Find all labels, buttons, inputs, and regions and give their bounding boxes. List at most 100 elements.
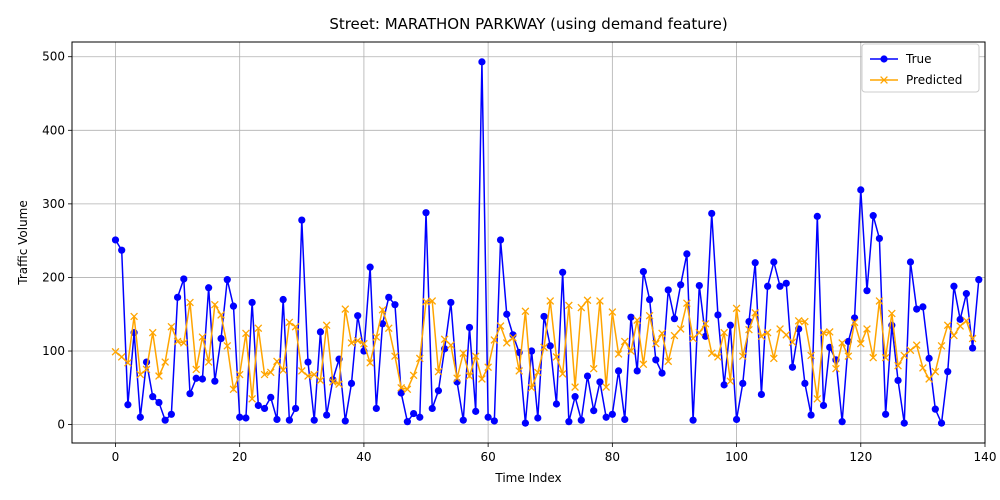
data-point-true [534, 414, 542, 422]
data-point-true [528, 347, 536, 355]
data-point-predicted [714, 353, 722, 361]
y-tick-label: 500 [42, 50, 65, 64]
data-point-predicted [683, 299, 691, 308]
data-point-true [838, 418, 846, 426]
data-point-true [670, 315, 679, 323]
x-tick-label: 20 [232, 450, 247, 464]
data-point-true [652, 356, 660, 364]
data-point-true [863, 287, 871, 295]
data-point-predicted [422, 297, 430, 306]
data-point-predicted [391, 352, 399, 361]
data-point-true [503, 310, 511, 318]
y-axis: 0 100 200 300 400 500 [42, 50, 72, 432]
data-point-true [161, 416, 169, 424]
data-point-true [211, 377, 219, 385]
data-point-true [776, 282, 784, 290]
series-predicted [111, 296, 977, 403]
data-point-predicted [403, 385, 412, 394]
data-point-predicted [769, 354, 778, 363]
data-point-predicted [763, 328, 772, 337]
data-point-true [608, 410, 616, 418]
y-tick-label: 200 [42, 270, 65, 284]
y-tick-label: 100 [42, 344, 65, 358]
data-point-true [198, 375, 207, 383]
x-tick-label: 80 [605, 450, 620, 464]
data-point-predicted [956, 322, 965, 330]
data-point-predicted [937, 342, 946, 350]
data-point-predicted [440, 335, 449, 344]
data-point-predicted [738, 352, 747, 361]
data-point-true [962, 290, 970, 298]
data-point-predicted [670, 331, 679, 340]
data-point-predicted [186, 298, 194, 307]
data-point-true [875, 234, 884, 243]
data-point-predicted [279, 366, 288, 375]
data-point-predicted [850, 318, 859, 327]
data-point-true [757, 390, 766, 399]
data-point-true [906, 258, 915, 266]
data-point-predicted [931, 367, 940, 376]
data-point-true [956, 315, 964, 323]
data-point-predicted [838, 339, 847, 347]
data-point-predicted [565, 301, 573, 310]
data-point-predicted [242, 329, 250, 338]
data-point-true [366, 263, 374, 271]
data-point-true [664, 286, 672, 294]
data-point-true [596, 378, 604, 386]
data-point-true [546, 342, 554, 350]
data-point-true [223, 276, 231, 284]
legend-item-predicted: Predicted [870, 73, 962, 87]
data-point-predicted [540, 343, 548, 352]
data-point-true [913, 305, 921, 313]
data-point-true [279, 295, 287, 304]
data-point-predicted [906, 346, 915, 355]
data-point-true [944, 368, 952, 376]
data-point-true [621, 415, 629, 424]
data-point-predicted [161, 358, 170, 366]
data-point-true [484, 413, 492, 421]
data-point-predicted [788, 338, 797, 347]
data-point-true [316, 328, 325, 336]
data-point-true [919, 303, 927, 311]
data-point-true [726, 321, 734, 329]
legend-marker-predicted [880, 76, 888, 84]
data-point-predicted [813, 394, 822, 403]
data-point-true [285, 416, 293, 424]
data-point-true [807, 411, 815, 419]
data-point-predicted [260, 370, 269, 379]
data-point-true [155, 398, 163, 407]
data-point-true [124, 401, 132, 409]
data-point-true [869, 212, 877, 220]
data-point-true [254, 401, 262, 410]
data-point-predicted [285, 318, 294, 327]
data-point-predicted [571, 383, 579, 391]
data-point-predicted [204, 358, 213, 366]
data-point-predicted [627, 347, 635, 355]
data-point-predicted [720, 328, 729, 337]
data-point-predicted [155, 372, 163, 380]
data-point-predicted [645, 311, 654, 320]
data-point-predicted [384, 324, 393, 333]
data-point-predicted [291, 322, 300, 331]
data-point-predicted [583, 296, 592, 305]
data-point-predicted [509, 333, 517, 342]
data-point-true [714, 311, 722, 319]
data-point-predicted [695, 328, 704, 337]
data-point-predicted [248, 394, 256, 403]
data-point-predicted [943, 321, 952, 330]
data-point-true [478, 58, 486, 66]
data-point-true [149, 393, 157, 401]
data-point-true [577, 416, 585, 424]
data-point-true [217, 334, 225, 343]
data-point-true [627, 313, 635, 321]
data-point-true [205, 284, 213, 292]
data-point-true [801, 379, 809, 388]
plot-frame [71, 41, 986, 444]
data-point-true [354, 312, 362, 320]
data-point-true [857, 186, 865, 194]
data-point-true [236, 413, 244, 421]
y-tick-label: 400 [42, 123, 65, 137]
data-point-predicted [639, 360, 648, 369]
data-point-true [677, 281, 685, 289]
data-point-true [602, 413, 610, 421]
